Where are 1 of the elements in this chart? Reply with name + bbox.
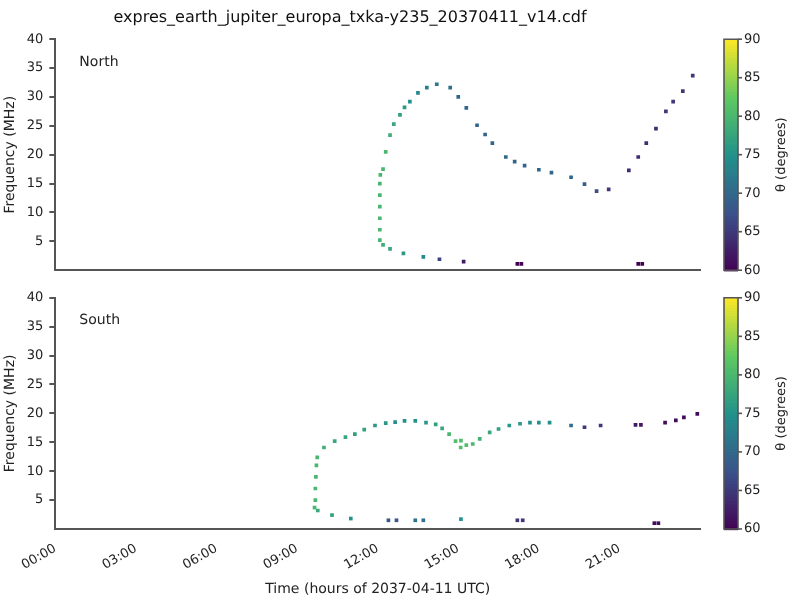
chart-title: expres_earth_jupiter_europa_txka-y235_20370411_v14.cdf [113,7,587,26]
